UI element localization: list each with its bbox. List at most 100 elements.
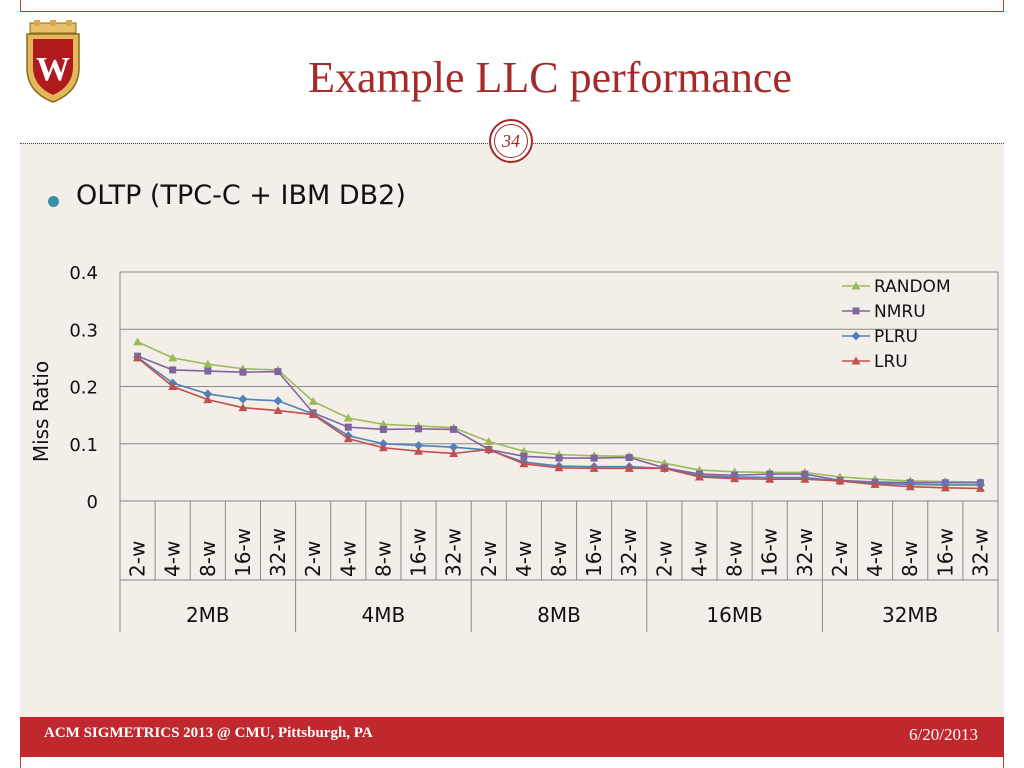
- data-point-random: [133, 337, 143, 346]
- x-tick-label: 16-w: [407, 528, 431, 577]
- x-tick-label: 8-w: [196, 541, 220, 577]
- x-tick-label: 16-w: [231, 528, 255, 577]
- data-point-lru: [800, 474, 810, 483]
- x-tick-label: 8-w: [547, 541, 571, 577]
- x-tick-label: 32-w: [793, 528, 817, 577]
- data-point-lru: [624, 463, 634, 472]
- bullet-icon: [48, 196, 59, 207]
- x-tick-label: 8-w: [723, 541, 747, 577]
- crest-letter: W: [36, 51, 70, 88]
- legend-label: PLRU: [874, 327, 918, 347]
- x-tick-label: 32-w: [968, 528, 992, 577]
- data-point-nmru: [274, 368, 282, 376]
- data-point-nmru: [415, 425, 423, 433]
- data-point-lru: [659, 463, 669, 472]
- data-point-nmru: [520, 452, 528, 460]
- y-tick-label: 0: [87, 492, 98, 513]
- x-group-label: 32MB: [882, 603, 938, 627]
- data-point-nmru: [625, 453, 633, 461]
- data-point-nmru: [450, 425, 458, 433]
- x-group-label: 16MB: [706, 603, 762, 627]
- legend-label: RANDOM: [874, 277, 951, 297]
- chart-legend: RANDOM NMRU PLRU LRU: [842, 277, 951, 372]
- data-point-lru: [449, 448, 459, 457]
- chart-series: [133, 337, 985, 492]
- x-tick-label: 32-w: [266, 528, 290, 577]
- x-tick-label: 4-w: [336, 541, 360, 577]
- data-point-random: [168, 353, 178, 362]
- footer-bar: ACM SIGMETRICS 2013 @ CMU, Pittsburgh, P…: [20, 717, 1004, 757]
- legend-label: NMRU: [874, 302, 926, 322]
- slide-title: Example LLC performance: [308, 53, 792, 102]
- x-tick-label: 2-w: [477, 541, 501, 577]
- data-point-lru: [133, 353, 143, 362]
- x-tick-label: 2-w: [652, 541, 676, 577]
- x-group-label: 4MB: [362, 603, 406, 627]
- x-tick-label: 4-w: [863, 541, 887, 577]
- bullet-text: OLTP (TPC-C + IBM DB2): [76, 180, 406, 211]
- x-group-label: 8MB: [537, 603, 581, 627]
- slide-number-badge: 34: [489, 119, 533, 163]
- y-tick-label: 0.1: [69, 435, 98, 456]
- data-point-random: [308, 396, 318, 405]
- x-tick-label: 4-w: [512, 541, 536, 577]
- data-point-lru: [484, 444, 494, 453]
- x-tick-label: 4-w: [161, 541, 185, 577]
- y-tick-label: 0.2: [69, 378, 98, 399]
- data-point-nmru: [239, 368, 247, 376]
- y-axis-title: Miss Ratio: [29, 361, 53, 462]
- chart-labels: 0 0.1 0.2 0.3 0.4 Miss Ratio 2-w 4-w 8-w 16-w 32-w…: [29, 263, 992, 627]
- data-point-plru: [203, 389, 213, 399]
- slide-number: 34: [502, 131, 520, 151]
- data-point-lru: [870, 479, 880, 488]
- data-point-lru: [273, 406, 283, 415]
- data-point-nmru: [344, 423, 352, 431]
- legend-marker: [852, 307, 860, 315]
- frame-top-line: [20, 11, 1004, 12]
- data-point-lru: [694, 472, 704, 481]
- data-point-lru: [414, 446, 424, 455]
- x-tick-label: 8-w: [371, 541, 395, 577]
- y-tick-label: 0.4: [69, 263, 98, 284]
- legend-marker: [851, 356, 861, 365]
- data-point-lru: [835, 476, 845, 485]
- data-point-lru: [730, 474, 740, 483]
- x-tick-label: 16-w: [933, 528, 957, 577]
- legend-label: LRU: [874, 352, 908, 372]
- footer-date: 6/20/2013: [909, 725, 978, 744]
- data-point-plru: [414, 440, 424, 450]
- data-point-lru: [519, 459, 529, 468]
- data-point-nmru: [555, 454, 563, 462]
- data-point-random: [343, 413, 353, 422]
- x-tick-label: 32-w: [442, 528, 466, 577]
- data-point-plru: [273, 396, 283, 406]
- data-point-lru: [975, 483, 985, 492]
- x-group-label: 2MB: [186, 603, 230, 627]
- chart-axes: [119, 501, 999, 632]
- data-point-lru: [554, 463, 564, 472]
- data-point-nmru: [204, 367, 212, 375]
- data-point-nmru: [379, 425, 387, 433]
- x-tick-label: 4-w: [687, 541, 711, 577]
- data-point-random: [484, 436, 494, 445]
- y-tick-label: 0.3: [69, 320, 98, 341]
- x-tick-label: 2-w: [828, 541, 852, 577]
- data-point-lru: [238, 403, 248, 412]
- data-point-lru: [203, 395, 213, 404]
- data-point-plru: [238, 394, 248, 404]
- data-point-random: [378, 419, 388, 428]
- x-tick-label: 2-w: [301, 541, 325, 577]
- x-tick-label: 16-w: [758, 528, 782, 577]
- data-point-nmru: [590, 454, 598, 462]
- data-point-plru: [449, 442, 459, 452]
- university-crest-icon: W: [26, 20, 80, 103]
- data-point-random: [203, 359, 213, 368]
- data-point-lru: [589, 463, 599, 472]
- data-point-random: [519, 446, 529, 455]
- data-point-lru: [168, 382, 178, 390]
- data-point-lru: [343, 434, 353, 443]
- data-point-lru: [308, 410, 318, 419]
- data-point-lru: [905, 482, 915, 491]
